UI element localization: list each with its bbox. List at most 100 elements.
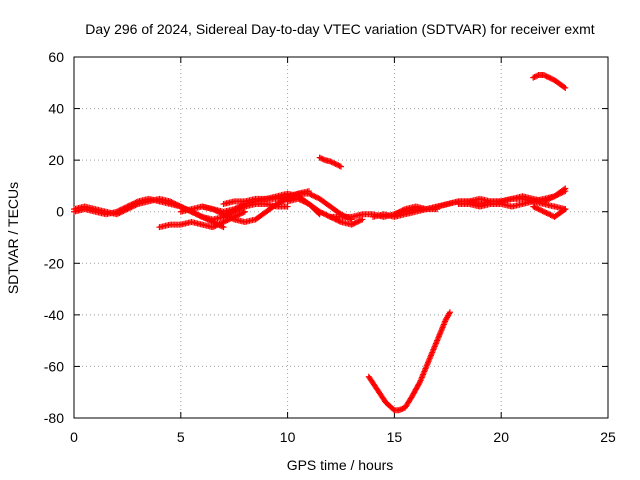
data-point — [536, 206, 543, 213]
data-point — [539, 208, 546, 215]
data-point — [217, 220, 224, 227]
chart-title: Day 296 of 2024, Sidereal Day-to-day VTE… — [85, 21, 594, 37]
data-point — [355, 218, 362, 225]
data-point — [532, 73, 539, 80]
data-point — [221, 211, 228, 218]
x-tick-label: 10 — [280, 429, 296, 445]
data-point — [275, 200, 282, 207]
data-point — [319, 210, 326, 217]
data-point — [197, 213, 204, 220]
data-point — [531, 204, 538, 211]
data-point — [329, 159, 336, 166]
data-point — [534, 72, 541, 79]
data-point — [446, 309, 453, 316]
data-point — [416, 380, 423, 387]
data-point — [209, 206, 216, 213]
data-point — [221, 218, 228, 225]
data-point — [317, 209, 324, 216]
data-point — [542, 72, 549, 79]
y-tick-label: 0 — [56, 204, 64, 220]
data-point — [327, 158, 334, 165]
data-point — [532, 204, 539, 211]
data-point — [215, 208, 222, 215]
data-point — [227, 214, 234, 221]
data-point — [324, 212, 331, 219]
data-point — [116, 207, 123, 214]
data-point — [350, 220, 357, 227]
data-point — [325, 213, 332, 220]
y-tick-label: -20 — [44, 255, 64, 271]
data-point — [338, 163, 344, 170]
data-point — [546, 74, 553, 81]
data-point — [300, 198, 307, 205]
data-point — [217, 210, 224, 217]
y-tick-label: -60 — [44, 358, 64, 374]
data-point — [237, 210, 244, 217]
data-point — [547, 75, 554, 82]
data-point — [241, 208, 248, 215]
data-point — [131, 200, 138, 207]
data-point — [115, 208, 122, 215]
data-point — [543, 73, 550, 80]
data-point — [192, 210, 199, 217]
data-point — [123, 204, 130, 211]
data-point — [544, 73, 551, 80]
data-point — [323, 211, 330, 218]
data-point — [531, 73, 538, 80]
data-point — [561, 84, 568, 91]
data-point — [530, 74, 537, 81]
y-tick-label: 60 — [48, 49, 64, 65]
data-point — [211, 223, 218, 230]
data-point — [213, 222, 220, 229]
data-point — [220, 219, 227, 226]
data-point — [129, 200, 136, 207]
data-point — [542, 209, 549, 216]
data-point — [225, 213, 232, 220]
data-point — [546, 195, 553, 202]
series-track-f — [199, 188, 312, 226]
data-point — [235, 204, 242, 211]
data-marks — [71, 72, 569, 414]
grid — [74, 57, 608, 418]
data-point — [352, 219, 359, 226]
data-point — [128, 201, 135, 208]
data-point — [223, 217, 230, 224]
data-point — [534, 205, 541, 212]
series-track-p — [530, 72, 569, 91]
data-point — [547, 195, 554, 202]
data-point — [215, 221, 222, 228]
series-track-h — [284, 195, 366, 228]
data-point — [220, 224, 227, 231]
data-point — [219, 210, 226, 217]
data-point — [240, 209, 247, 216]
data-point — [359, 216, 366, 223]
data-point — [280, 197, 287, 204]
data-point — [209, 224, 216, 231]
data-point — [548, 194, 555, 201]
data-point — [307, 191, 314, 198]
series-track-n — [530, 203, 569, 220]
data-point — [316, 154, 323, 161]
data-point — [236, 211, 243, 218]
data-point — [236, 203, 243, 210]
data-point — [356, 217, 363, 224]
y-tick-label: -40 — [44, 307, 64, 323]
data-point — [354, 219, 361, 226]
data-point — [133, 199, 140, 206]
data-point — [548, 75, 555, 82]
x-tick-label: 0 — [70, 429, 78, 445]
data-point — [313, 194, 320, 201]
data-point — [295, 195, 302, 202]
data-point — [540, 72, 547, 79]
data-point — [303, 199, 310, 206]
data-point — [125, 202, 132, 209]
data-point — [331, 160, 338, 167]
data-point — [544, 210, 551, 217]
data-point — [561, 206, 568, 213]
data-point — [195, 211, 202, 218]
data-point — [305, 188, 312, 195]
data-point — [120, 205, 127, 212]
axis-ticks: 0 5 10 15 20 25 -80 -60 -40 -20 0 20 40 60 — [44, 49, 616, 445]
data-point — [121, 204, 128, 211]
